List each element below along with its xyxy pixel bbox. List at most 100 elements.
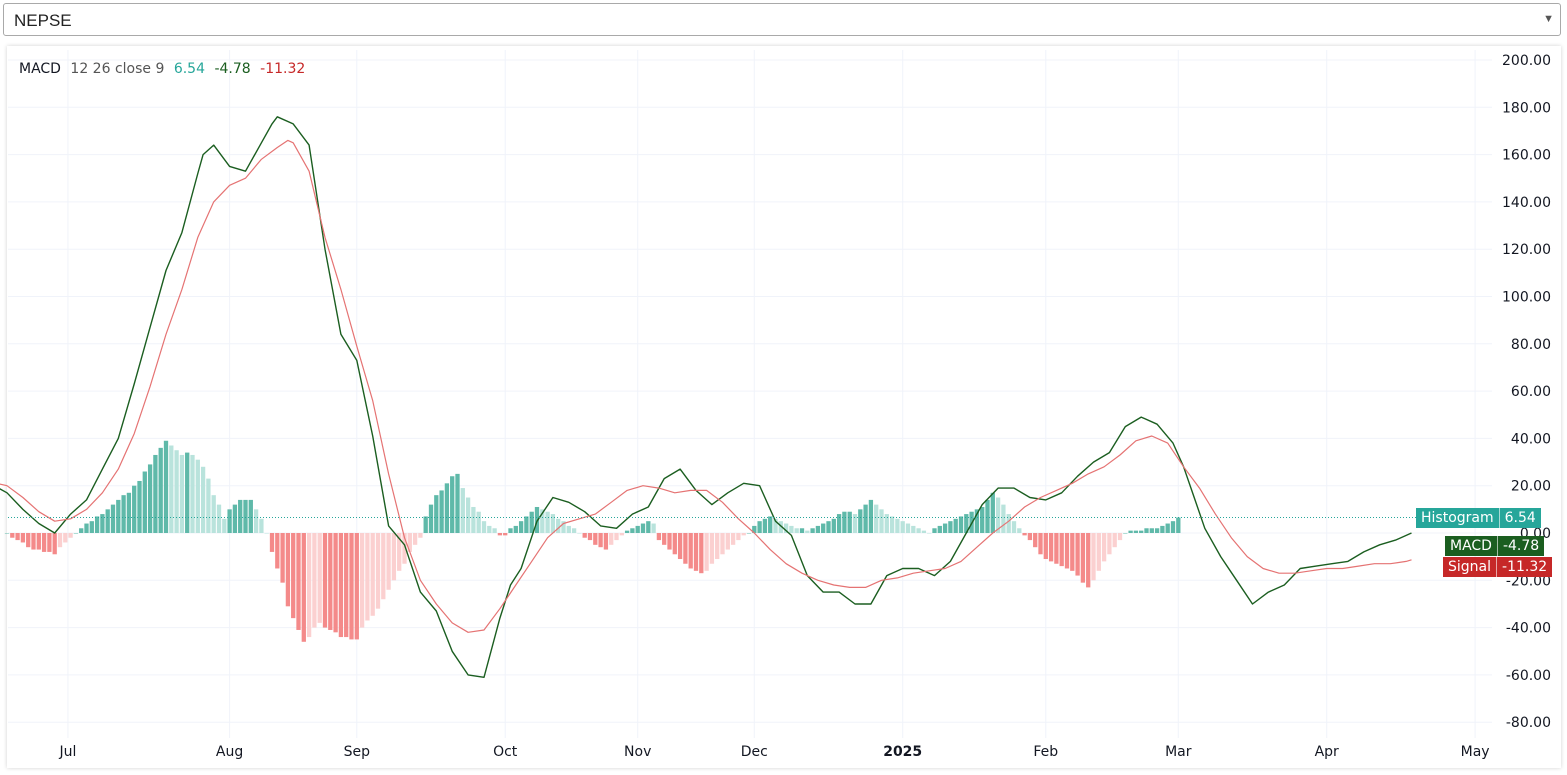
x-tick-label: May (1461, 744, 1490, 760)
macd-badge-label: MACD (1450, 538, 1492, 554)
histogram-bar (333, 533, 338, 633)
histogram-bar (20, 533, 26, 543)
histogram-bar (386, 533, 391, 590)
chart-panel[interactable] (7, 46, 1561, 768)
histogram-bar (1006, 514, 1011, 533)
histogram-bar (937, 525, 942, 533)
histogram-bar (630, 528, 635, 533)
histogram-bar (768, 516, 773, 533)
histogram-bar (4, 533, 10, 534)
histogram-bar (301, 533, 306, 642)
histogram-bar (248, 499, 253, 533)
histogram-bar (1022, 533, 1027, 536)
histogram-bar (1117, 533, 1123, 541)
histogram-bar (465, 497, 471, 533)
histogram-bar (868, 499, 874, 533)
histogram-bar (640, 523, 646, 533)
histogram-bar (179, 454, 185, 533)
histogram-bar (847, 511, 852, 533)
histogram-bar (280, 533, 285, 583)
histogram-bar (243, 499, 248, 533)
histogram-bar (100, 514, 105, 533)
histogram-bar (275, 533, 280, 569)
histogram-bar (1133, 530, 1139, 533)
histogram-badge-label: Histogram (1421, 510, 1494, 526)
chevron-down-icon[interactable]: ▼ (1543, 13, 1554, 25)
histogram-bar (1043, 533, 1048, 560)
histogram-bar (561, 521, 566, 533)
histogram-bar (195, 459, 200, 533)
macd-price-badge: MACD -4.78 (1445, 536, 1545, 556)
histogram-bar (646, 521, 651, 533)
histogram-bar (359, 533, 365, 628)
histogram-bar (1017, 528, 1022, 533)
histogram-bar (79, 528, 84, 533)
histogram-bar (1128, 530, 1133, 533)
indicator-lines (0, 116, 1492, 678)
histogram-bar (227, 509, 232, 533)
histogram-bar (222, 518, 227, 533)
histogram-bar (26, 533, 31, 548)
histogram-bar (874, 504, 879, 533)
histogram-bar (672, 533, 677, 555)
indicator-legend: MACD 12 26 close 9 6.54 -4.78 -11.32 (19, 61, 310, 77)
histogram-bar (444, 483, 450, 533)
x-tick-label: Dec (741, 744, 768, 760)
histogram-bar (709, 533, 715, 564)
histogram-bar (715, 533, 720, 560)
histogram-bar (900, 521, 905, 533)
histogram-bar (911, 525, 916, 533)
histogram-bar (693, 533, 699, 571)
histogram-bar (826, 521, 831, 533)
x-tick-label: Nov (624, 744, 651, 760)
histogram-bar (68, 533, 73, 538)
histogram-bar (614, 533, 619, 541)
histogram-bar (762, 518, 768, 533)
histogram-bar (540, 509, 545, 533)
histogram-bar (1027, 533, 1033, 541)
histogram-bar (1144, 528, 1149, 533)
histogram-bar (810, 528, 815, 533)
x-tick-label: Sep (344, 744, 371, 760)
histogram-bar (259, 518, 264, 533)
histogram-bar (815, 525, 821, 533)
histogram-bar (41, 533, 47, 552)
y-tick-label: 160.00 (1502, 148, 1551, 164)
histogram-bar (757, 521, 762, 533)
histogram-bar (752, 525, 757, 533)
y-tick-label: -40.00 (1506, 621, 1551, 637)
histogram-bar (216, 504, 222, 533)
x-tick-label: Oct (493, 744, 518, 760)
histogram-bar (10, 533, 15, 538)
histogram-bar (121, 495, 126, 533)
histogram-bar (253, 509, 259, 533)
histogram-bar (126, 492, 132, 533)
x-tick-label: Jul (58, 744, 76, 760)
legend-macd-value: -4.78 (214, 61, 251, 77)
y-tick-label: 200.00 (1502, 53, 1551, 69)
histogram-bar (550, 514, 556, 533)
histogram-bar (603, 533, 609, 550)
histogram-bar (439, 490, 444, 533)
histogram-bar (958, 516, 964, 533)
y-tick-label: 140.00 (1502, 195, 1551, 211)
histogram-bar (730, 533, 736, 545)
histogram-bar (344, 533, 349, 638)
histogram-bar (36, 533, 41, 550)
histogram-bar (1033, 533, 1038, 548)
histogram-bar (312, 533, 317, 628)
histogram-bar (624, 530, 630, 533)
histogram-bar (47, 533, 52, 552)
histogram-bar (285, 533, 291, 607)
histogram-bar (974, 509, 980, 533)
symbol-select[interactable]: NEPSE ▼ (3, 3, 1561, 36)
histogram-bar (460, 488, 465, 533)
histogram-bar (206, 478, 211, 533)
histogram-bar (1170, 521, 1176, 533)
histogram-bar (852, 514, 858, 533)
symbol-select-value: NEPSE (14, 11, 72, 30)
histogram-bar (529, 511, 534, 533)
histogram-bar (905, 523, 911, 533)
legend-histogram-value: 6.54 (173, 61, 205, 77)
